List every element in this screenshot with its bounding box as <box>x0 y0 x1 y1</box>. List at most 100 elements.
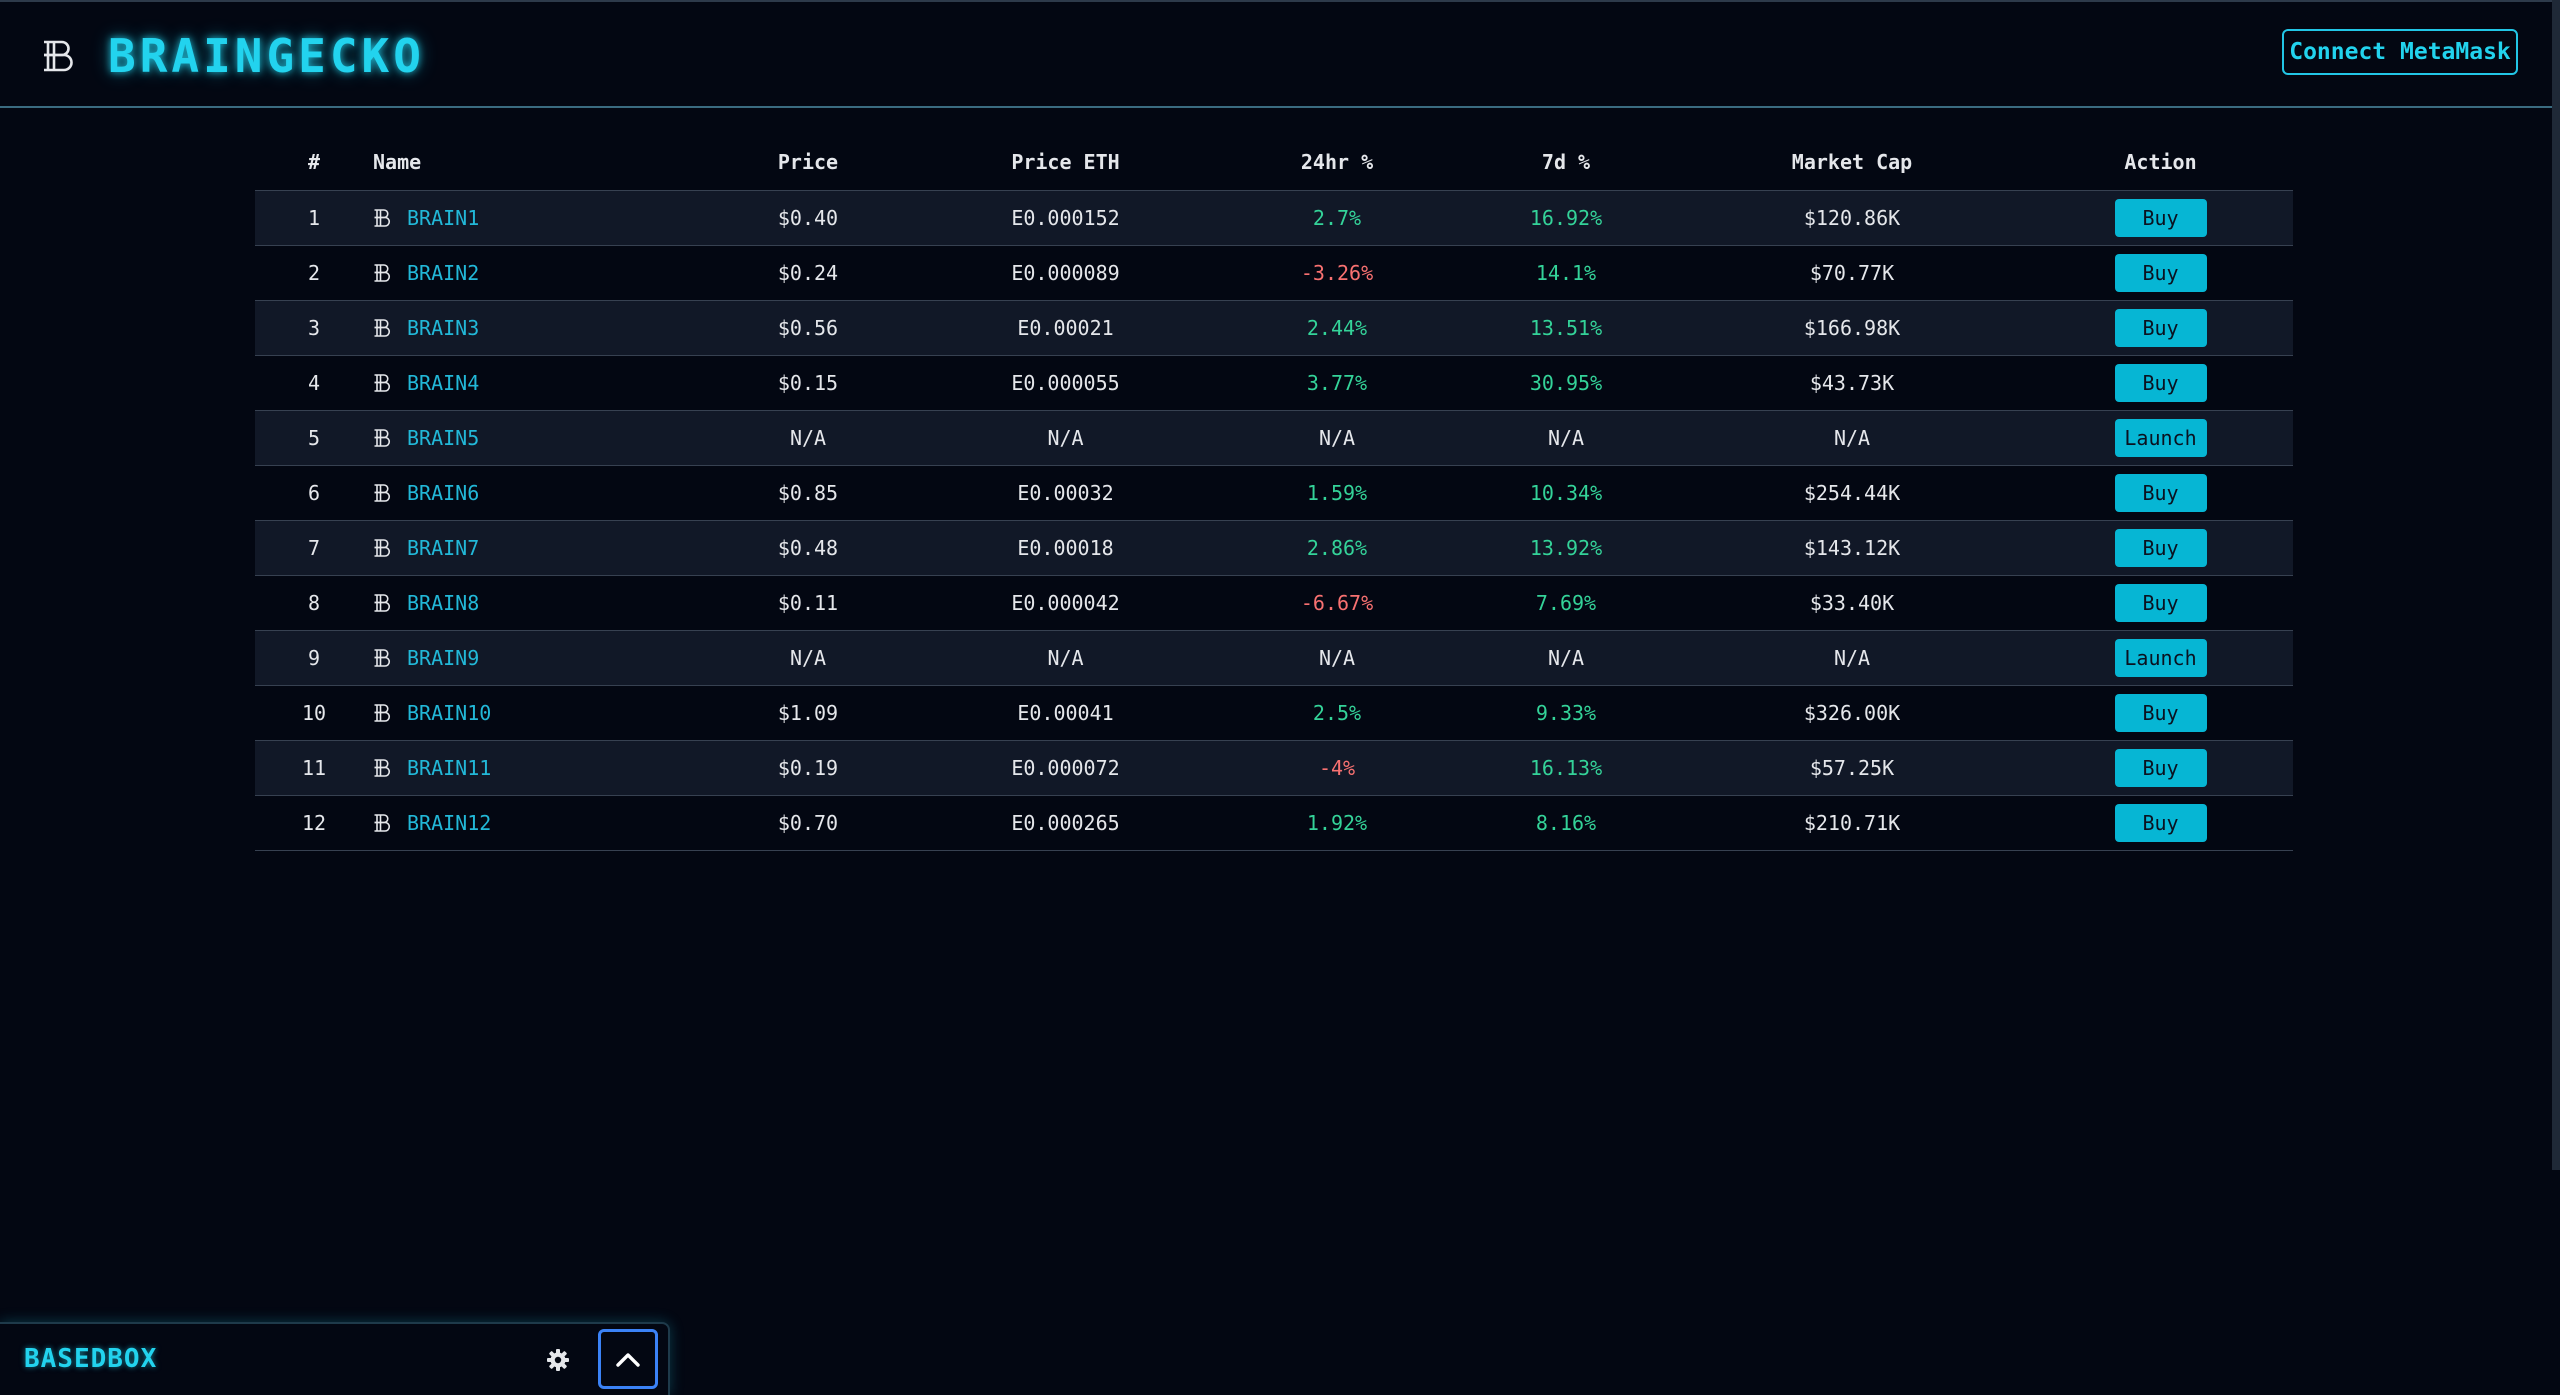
price-eth-cell: E0.00021 <box>1017 316 1114 340</box>
buy-button[interactable]: Buy <box>2114 309 2207 347</box>
price-cell: $0.19 <box>777 756 839 780</box>
price-cell: $0.15 <box>777 371 839 395</box>
price-eth-cell: E0.000072 <box>1011 756 1120 780</box>
token-name-link[interactable]: BRAIN2 <box>407 261 480 285</box>
rank-cell: 11 <box>301 756 327 780</box>
name-cell: BRAIN3 <box>373 301 703 356</box>
name-cell: BRAIN11 <box>373 741 703 796</box>
price-cell: $0.48 <box>777 536 839 560</box>
brand[interactable]: BRAINGECKO <box>40 29 425 83</box>
token-name-link[interactable]: BRAIN11 <box>407 756 492 780</box>
token-name-link[interactable]: BRAIN3 <box>407 316 480 340</box>
token-name-link[interactable]: BRAIN4 <box>407 371 480 395</box>
buy-button[interactable]: Buy <box>2114 804 2207 842</box>
name-cell: BRAIN12 <box>373 796 703 851</box>
bitcoin-b-icon <box>373 813 393 833</box>
rank-cell: 3 <box>307 316 321 340</box>
change-7d-cell: 7.69% <box>1535 591 1597 615</box>
token-table: # Name Price Price ETH 24hr % 7d % Marke… <box>255 134 2293 851</box>
buy-button[interactable]: Buy <box>2114 529 2207 567</box>
name-cell: BRAIN1 <box>373 191 703 246</box>
market-cap-cell: $210.71K <box>1803 811 1901 835</box>
token-name-link[interactable]: BRAIN8 <box>407 591 480 615</box>
token-name-link[interactable]: BRAIN1 <box>407 206 480 230</box>
gear-icon[interactable] <box>544 1346 572 1374</box>
change-24h-cell: 1.92% <box>1306 811 1368 835</box>
token-name-link[interactable]: BRAIN7 <box>407 536 480 560</box>
token-name-link[interactable]: BRAIN5 <box>407 426 480 450</box>
token-rows: 1 BRAIN1 $0.40 E0.000152 2.7% 16.92% $120.86K B… <box>255 190 2293 851</box>
change-24h-cell: N/A <box>1318 426 1356 450</box>
action-cell: Buy <box>2028 466 2293 521</box>
price-cell: $0.11 <box>777 591 839 615</box>
buy-button[interactable]: Buy <box>2114 254 2207 292</box>
bitcoin-b-icon <box>373 538 393 558</box>
launch-button[interactable]: Launch <box>2114 419 2207 457</box>
price-eth-cell: E0.000089 <box>1011 261 1120 285</box>
name-cell: BRAIN2 <box>373 246 703 301</box>
change-7d-cell: 13.51% <box>1529 316 1603 340</box>
bitcoin-b-icon <box>373 593 393 613</box>
price-cell: $0.40 <box>777 206 839 230</box>
brand-title: BRAINGECKO <box>108 29 425 83</box>
table-row: 7 BRAIN7 $0.48 E0.00018 2.86% 13.92% $143.12K B… <box>255 520 2293 576</box>
token-name-link[interactable]: BRAIN6 <box>407 481 480 505</box>
market-cap-cell: $143.12K <box>1803 536 1901 560</box>
rank-cell: 8 <box>307 591 321 615</box>
column-header-price: Price <box>777 150 839 174</box>
price-cell: $0.24 <box>777 261 839 285</box>
action-cell: Buy <box>2028 576 2293 631</box>
market-cap-cell: $166.98K <box>1803 316 1901 340</box>
table-row: 11 BRAIN11 $0.19 E0.000072 -4% 16.13% $57.25K B… <box>255 740 2293 796</box>
token-name-link[interactable]: BRAIN9 <box>407 646 480 670</box>
table-row: 9 BRAIN9 N/A N/A N/A N/A N/A Launch <box>255 630 2293 686</box>
bitcoin-b-icon <box>373 373 393 393</box>
buy-button[interactable]: Buy <box>2114 694 2207 732</box>
connect-metamask-button[interactable]: Connect MetaMask <box>2282 29 2518 75</box>
price-cell: $0.56 <box>777 316 839 340</box>
token-name-link[interactable]: BRAIN10 <box>407 701 492 725</box>
table-header-row: # Name Price Price ETH 24hr % 7d % Marke… <box>255 134 2293 191</box>
price-eth-cell: E0.000152 <box>1011 206 1120 230</box>
change-7d-cell: 13.92% <box>1529 536 1603 560</box>
page-scrollbar[interactable] <box>2552 0 2560 1170</box>
rank-cell: 10 <box>301 701 327 725</box>
price-eth-cell: E0.00041 <box>1017 701 1114 725</box>
bitcoin-b-icon <box>373 318 393 338</box>
price-cell: $0.85 <box>777 481 839 505</box>
change-7d-cell: 14.1% <box>1535 261 1597 285</box>
market-cap-cell: $70.77K <box>1809 261 1895 285</box>
buy-button[interactable]: Buy <box>2114 584 2207 622</box>
launch-button[interactable]: Launch <box>2114 639 2207 677</box>
token-name-link[interactable]: BRAIN12 <box>407 811 492 835</box>
basedbox-title: BASEDBOX <box>24 1344 158 1374</box>
change-24h-cell: 1.59% <box>1306 481 1368 505</box>
change-24h-cell: N/A <box>1318 646 1356 670</box>
rank-cell: 6 <box>307 481 321 505</box>
buy-button[interactable]: Buy <box>2114 364 2207 402</box>
price-cell: N/A <box>789 426 827 450</box>
table-row: 1 BRAIN1 $0.40 E0.000152 2.7% 16.92% $120.86K B… <box>255 190 2293 246</box>
name-cell: BRAIN6 <box>373 466 703 521</box>
action-cell: Launch <box>2028 631 2293 686</box>
action-cell: Buy <box>2028 246 2293 301</box>
bitcoin-b-icon <box>373 648 393 668</box>
buy-button[interactable]: Buy <box>2114 199 2207 237</box>
name-cell: BRAIN7 <box>373 521 703 576</box>
table-row: 12 BRAIN12 $0.70 E0.000265 1.92% 8.16% $210.71… <box>255 795 2293 851</box>
panel-toggle-button[interactable] <box>598 1329 658 1389</box>
market-cap-cell: $120.86K <box>1803 206 1901 230</box>
buy-button[interactable]: Buy <box>2114 474 2207 512</box>
app-header: BRAINGECKO Connect MetaMask <box>0 2 2552 108</box>
table-row: 10 BRAIN10 $1.09 E0.00041 2.5% 9.33% $326.00K B… <box>255 685 2293 741</box>
buy-button[interactable]: Buy <box>2114 749 2207 787</box>
table-row: 2 BRAIN2 $0.24 E0.000089 -3.26% 14.1% $70.77K B… <box>255 245 2293 301</box>
column-header-action: Action <box>2124 150 2197 174</box>
action-cell: Buy <box>2028 741 2293 796</box>
name-cell: BRAIN5 <box>373 411 703 466</box>
chevron-up-icon <box>616 1353 640 1367</box>
price-eth-cell: N/A <box>1047 646 1084 670</box>
rank-cell: 4 <box>307 371 321 395</box>
change-7d-cell: N/A <box>1547 426 1585 450</box>
price-eth-cell: E0.000265 <box>1011 811 1120 835</box>
